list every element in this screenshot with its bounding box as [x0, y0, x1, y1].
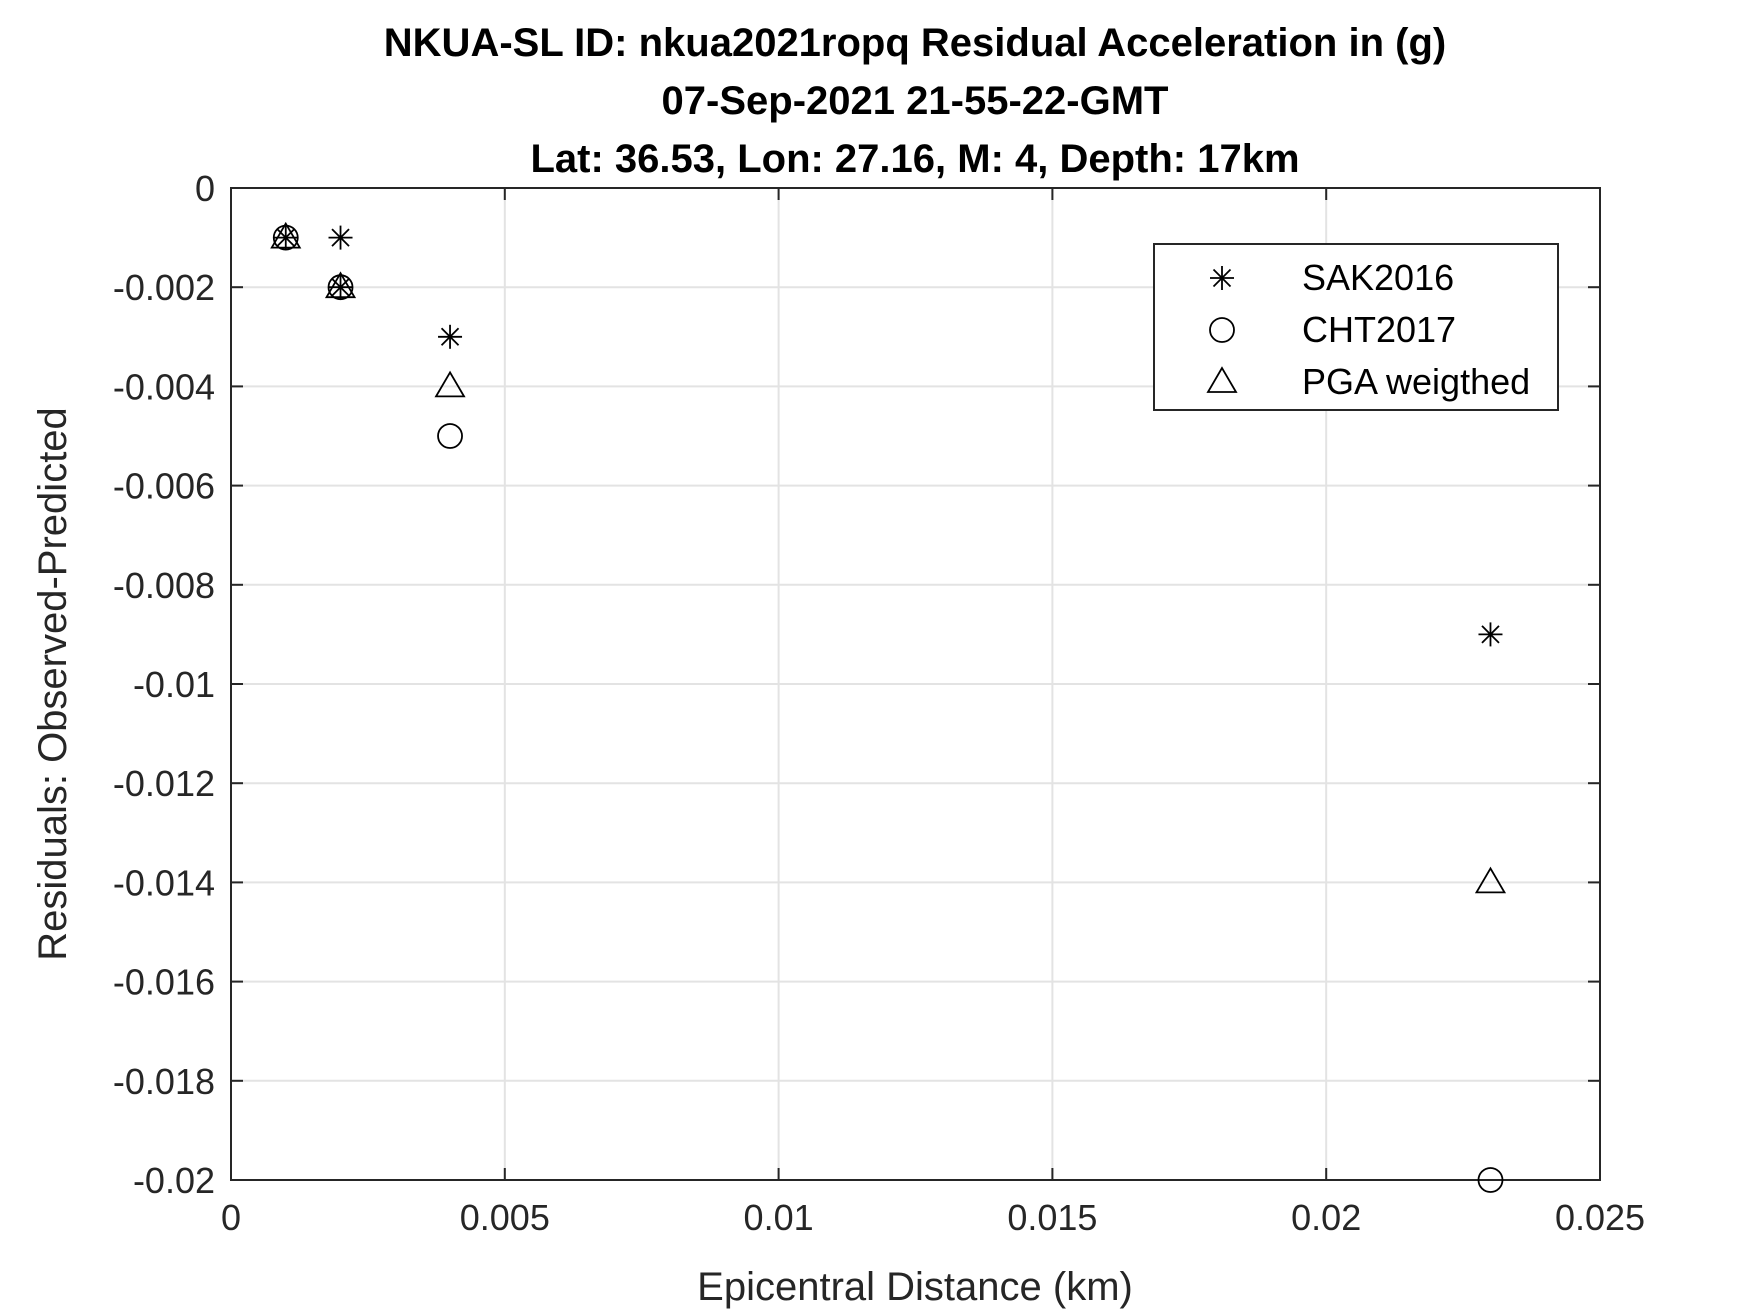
pga-weigthed-point — [324, 271, 357, 299]
y-tick-labels: 0 -0.002 -0.004 -0.006 -0.008 -0.01 -0.012 -0.0… — [113, 168, 215, 1201]
y-tick-label: -0.012 — [113, 763, 215, 804]
sak2016-point — [1478, 622, 1503, 647]
y-axis-label: Residuals: Observed-Predicted — [31, 407, 75, 961]
legend: SAK2016 CHT2017 PGA weigthed — [1153, 243, 1559, 411]
x-tick-label: 0 — [221, 1197, 241, 1238]
y-tick-label: -0.008 — [113, 565, 215, 606]
x-axis-label: Epicentral Distance (km) — [697, 1265, 1133, 1309]
y-tick-label: -0.002 — [113, 267, 215, 308]
x-tick-label: 0.005 — [460, 1197, 550, 1238]
y-tick-label: -0.018 — [113, 1061, 215, 1102]
y-tick-label: 0 — [195, 168, 215, 209]
x-tick-label: 0.025 — [1555, 1197, 1645, 1238]
y-tick-label: -0.004 — [113, 366, 215, 407]
cht2017-point — [1477, 1167, 1504, 1193]
pga-weigthed-point — [434, 370, 466, 398]
x-tick-label: 0.015 — [1007, 1197, 1097, 1238]
pga-weigthed-point — [270, 221, 302, 249]
legend-entry-pga-weigthed: PGA weigthed — [1302, 361, 1530, 402]
legend-marker-pga-weigthed — [1206, 366, 1238, 393]
x-tick-labels: 0 0.005 0.01 0.015 0.02 0.025 — [221, 1197, 1645, 1238]
sak2016-point — [438, 324, 463, 349]
y-tick-label: -0.014 — [113, 862, 215, 903]
legend-entry-sak2016: SAK2016 — [1302, 257, 1454, 298]
y-tick-label: -0.01 — [133, 664, 215, 705]
y-tick-label: -0.016 — [113, 962, 215, 1003]
tick-marks — [230, 187, 1601, 1181]
cht2017-point — [437, 423, 463, 449]
y-tick-label: -0.006 — [113, 466, 215, 507]
sak2016-point — [328, 225, 353, 250]
y-tick-label: -0.02 — [133, 1160, 215, 1201]
legend-markers — [1206, 266, 1238, 393]
legend-entry-cht2017: CHT2017 — [1302, 309, 1456, 350]
x-tick-label: 0.01 — [744, 1197, 814, 1238]
data-markers — [270, 221, 1507, 1193]
cht2017-point — [272, 224, 299, 251]
legend-marker-cht2017 — [1209, 317, 1235, 343]
cht2017-point — [327, 274, 354, 301]
x-tick-label: 0.02 — [1291, 1197, 1361, 1238]
chart-title-line-1: NKUA-SL ID: nkua2021ropq Residual Accele… — [384, 21, 1446, 65]
chart-title-line-3: Lat: 36.53, Lon: 27.16, M: 4, Depth: 17k… — [530, 137, 1299, 181]
pga-weigthed-point — [1474, 866, 1507, 894]
chart-title-line-2: 07-Sep-2021 21-55-22-GMT — [662, 79, 1169, 123]
legend-marker-sak2016 — [1210, 266, 1234, 290]
